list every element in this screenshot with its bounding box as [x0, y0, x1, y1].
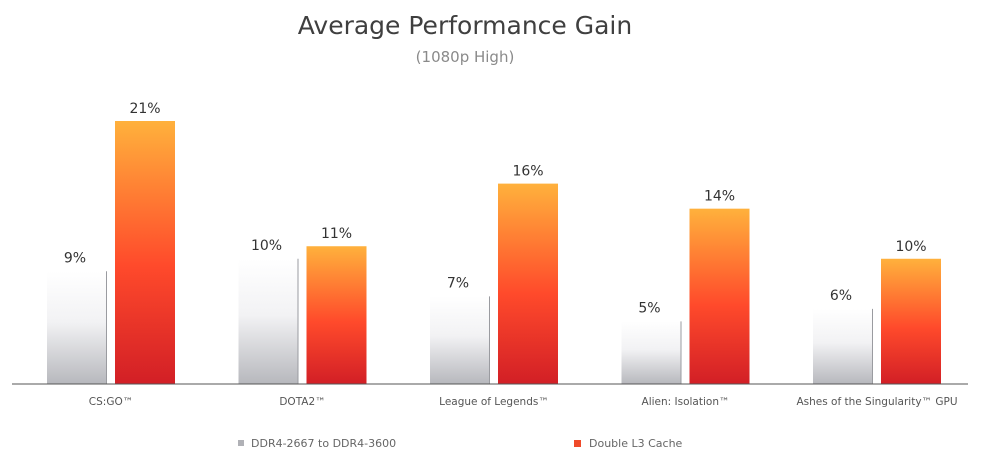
category-label: CS:GO™: [89, 396, 133, 408]
bar-l3: [306, 246, 367, 384]
bar-ddr: [238, 258, 299, 384]
data-label: 16%: [512, 164, 543, 180]
data-label: 10%: [895, 239, 926, 255]
legend-label-ddr: DDR4-2667 to DDR4-3600: [251, 437, 396, 450]
category-label: Ashes of the Singularity™ GPU: [796, 396, 957, 408]
bar-ddr: [47, 271, 107, 384]
data-label: 11%: [321, 226, 352, 242]
bars-group: 9% 21% CS:GO™ 10% 11% DOTA2™ 7% 16% League of Le…: [47, 101, 958, 408]
data-label: 5%: [638, 300, 660, 316]
bar-l3: [498, 183, 558, 384]
category-label: DOTA2™: [279, 396, 325, 408]
data-label: 7%: [447, 275, 469, 291]
data-label: 10%: [251, 238, 282, 254]
legend-label-l3: Double L3 Cache: [589, 437, 683, 450]
data-label: 9%: [64, 250, 86, 266]
bar-l3: [689, 208, 750, 384]
chart-subtitle: (1080p High): [416, 48, 515, 66]
bar-l3: [881, 258, 941, 384]
legend: DDR4-2667 to DDR4-3600 Double L3 Cache: [238, 437, 683, 450]
chart-title: Average Performance Gain: [298, 11, 632, 40]
category-label: Alien: Isolation™: [642, 396, 730, 408]
data-label: 14%: [704, 189, 735, 205]
legend-swatch-ddr: [238, 440, 244, 446]
bar-ddr: [621, 321, 682, 384]
bar-ddr: [813, 308, 873, 384]
bar-l3: [115, 121, 175, 384]
bar-ddr: [430, 296, 490, 384]
data-label: 21%: [129, 101, 160, 117]
data-label: 6%: [830, 288, 852, 304]
legend-swatch-l3: [574, 440, 581, 447]
category-label: League of Legends™: [439, 396, 549, 408]
